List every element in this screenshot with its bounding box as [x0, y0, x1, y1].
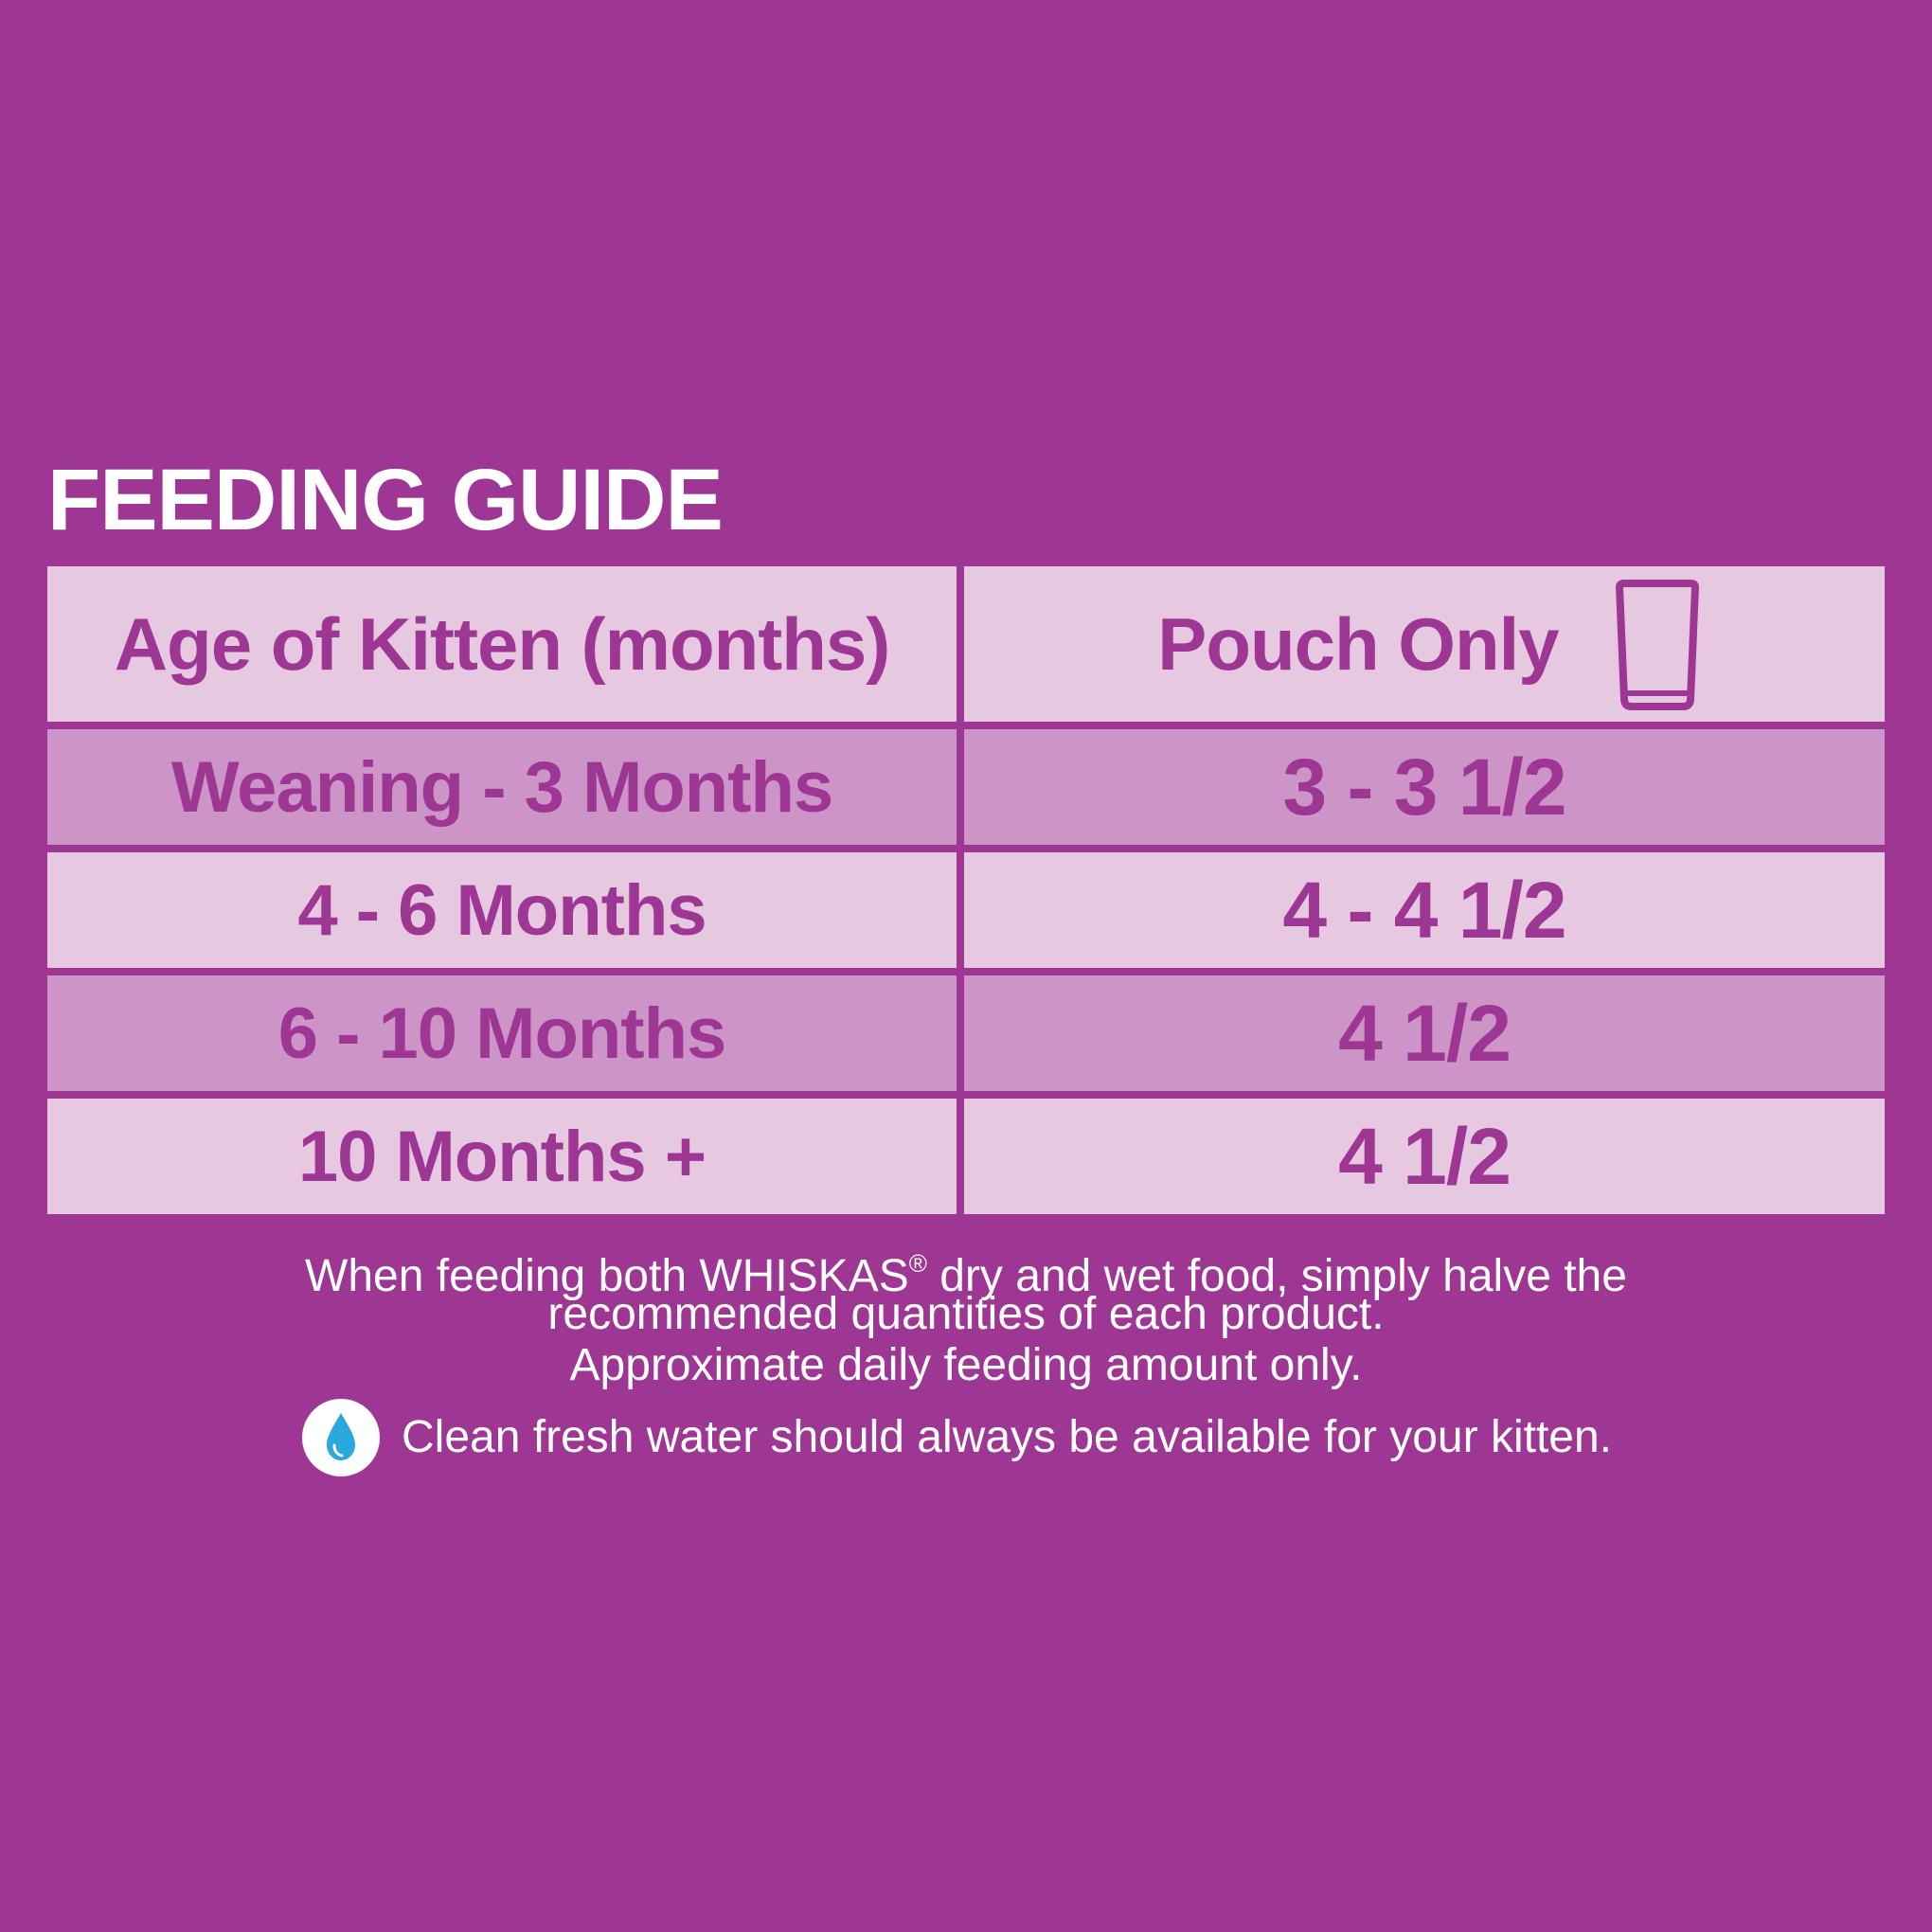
note-line-1-start: When feeding both WHISKAS — [305, 1251, 909, 1301]
note-line-1: When feeding both WHISKAS® dry and wet f… — [0, 1238, 1932, 1302]
row-1-age: Weaning - 3 Months — [47, 729, 957, 845]
note-line-2: recommended quantities of each product. — [547, 1289, 1385, 1339]
row-4-pouch: 4 1/2 — [964, 1099, 1885, 1214]
row-3-age: 6 - 10 Months — [47, 975, 957, 1091]
row-2-pouch: 4 - 4 1/2 — [964, 852, 1885, 968]
header-age: Age of Kitten (months) — [47, 566, 957, 722]
water-note: Clean fresh water should always be avail… — [301, 1398, 1612, 1477]
row-2-age: 4 - 6 Months — [47, 852, 957, 968]
water-drop-icon — [302, 1399, 380, 1476]
page-title: FEEDING GUIDE — [47, 452, 724, 548]
header-pouch-label: Pouch Only — [1157, 601, 1559, 686]
feeding-table: Age of Kitten (months) Pouch Only Weanin… — [47, 566, 1885, 1214]
header-pouch: Pouch Only — [964, 566, 1885, 722]
note-line-1-end: dry and wet food, simply halve the — [926, 1251, 1627, 1301]
row-4-age: 10 Months + — [47, 1099, 957, 1214]
note-line-3: Approximate daily feeding amount only. — [569, 1340, 1363, 1390]
row-1-pouch: 3 - 3 1/2 — [964, 729, 1885, 845]
registered-mark: ® — [908, 1249, 927, 1278]
pouch-icon — [1616, 580, 1699, 710]
water-note-text: Clean fresh water should always be avail… — [402, 1412, 1612, 1462]
row-3-pouch: 4 1/2 — [964, 975, 1885, 1091]
